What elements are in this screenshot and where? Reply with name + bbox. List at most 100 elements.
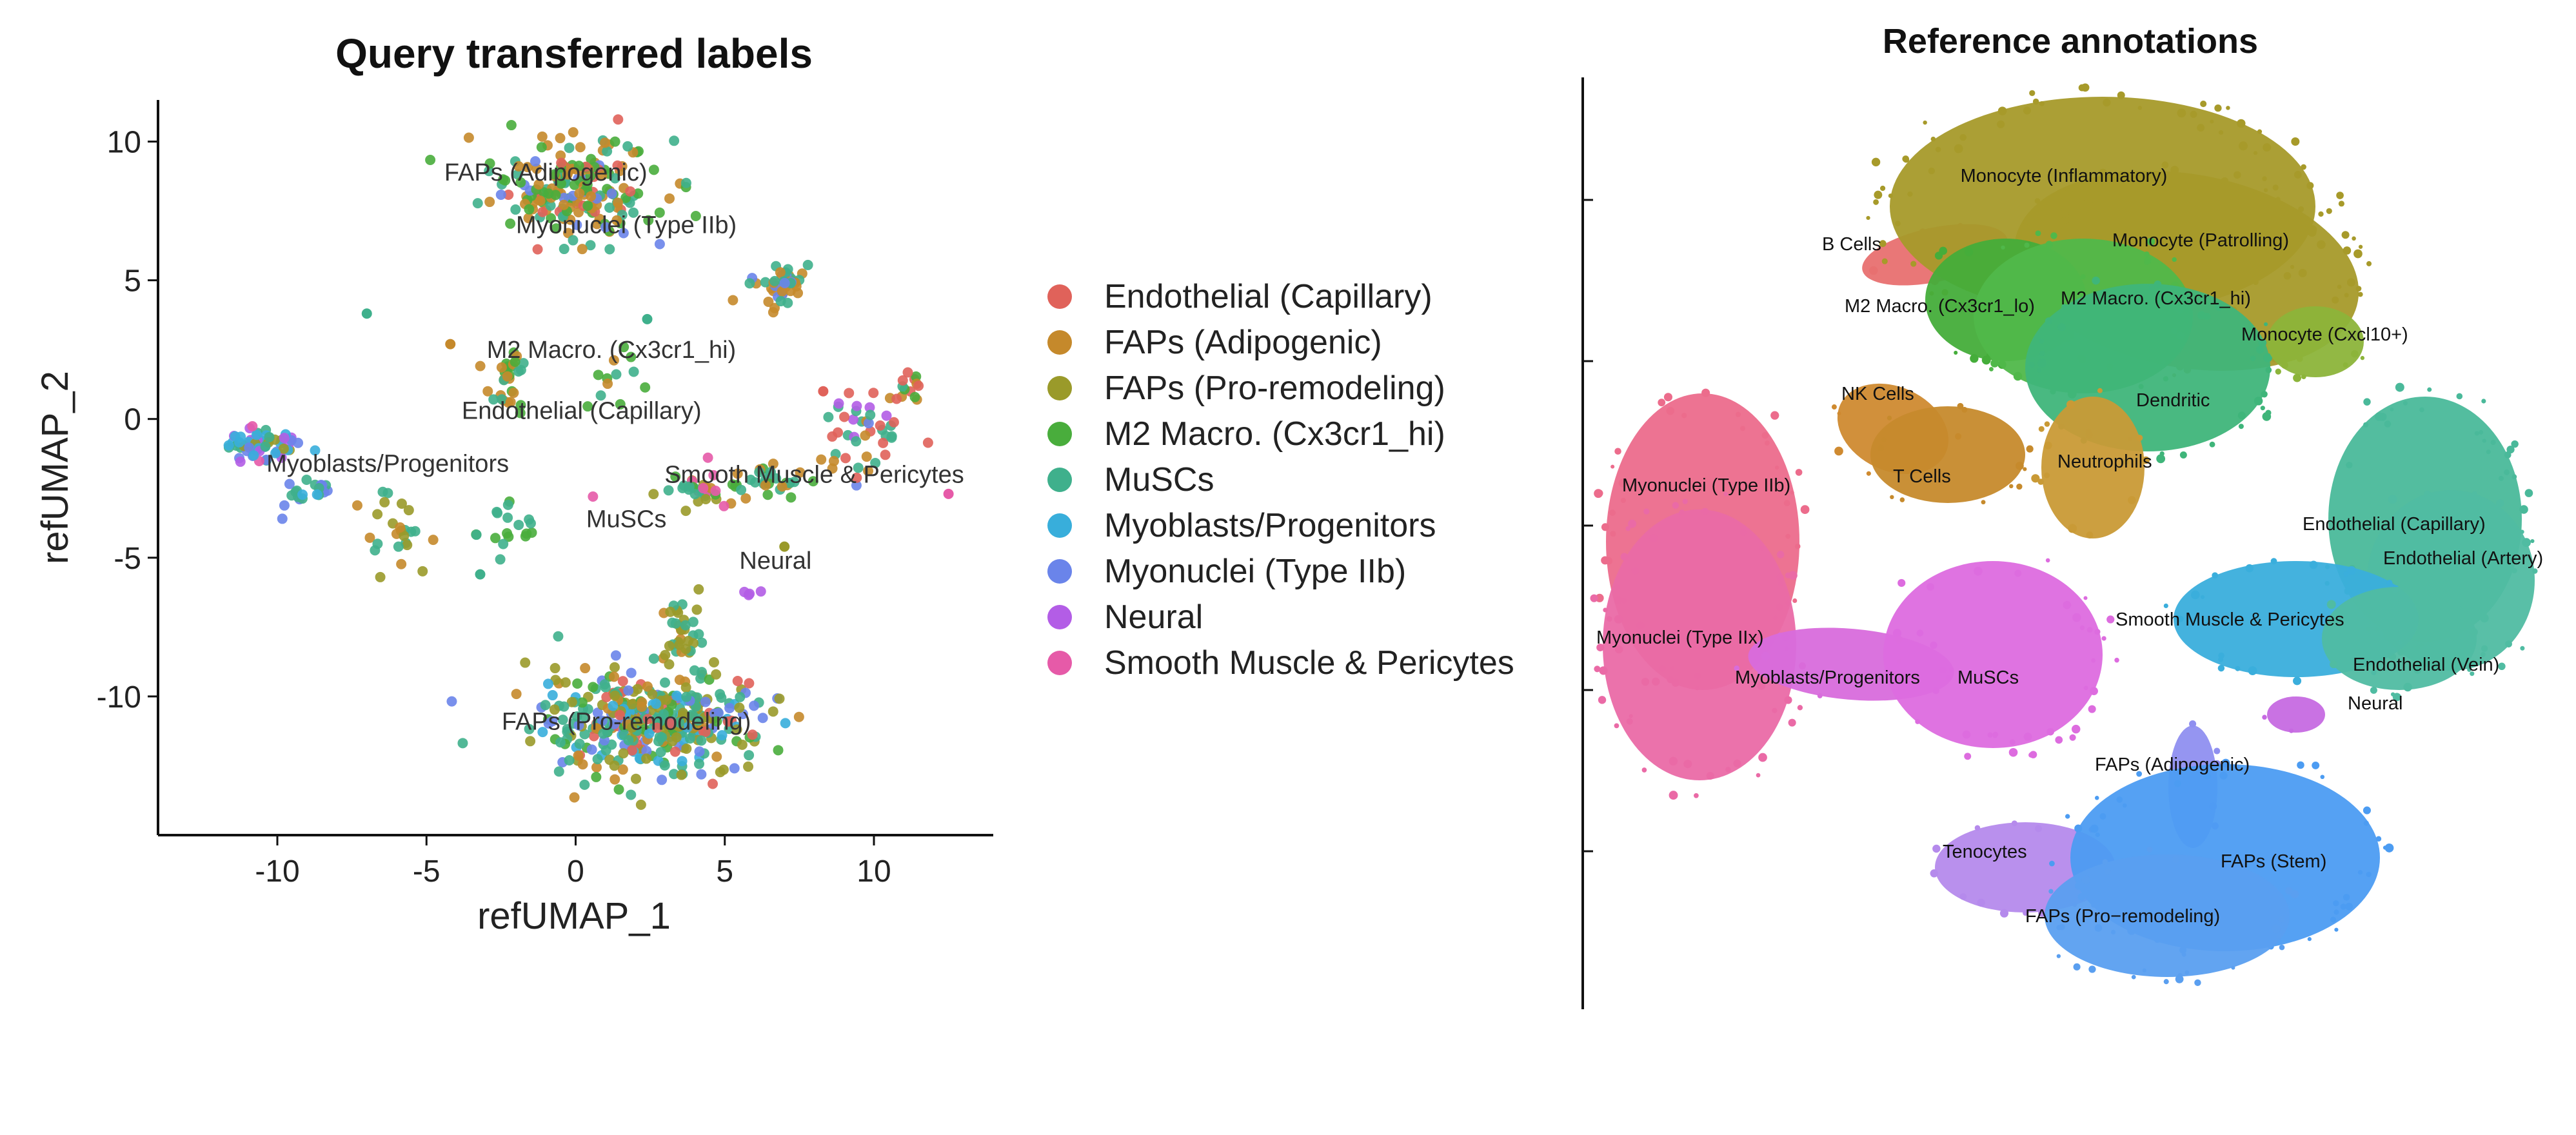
scatter-point [475,360,486,371]
reference-cluster-region [2267,696,2325,733]
scatter-point [235,456,246,467]
scatter-point [669,135,680,146]
reference-point [2469,659,2477,667]
reference-point [1992,731,1999,738]
reference-point [2248,666,2257,675]
reference-point [1669,791,1678,800]
scatter-point [551,223,562,234]
scatter-point [496,362,507,373]
reference-cluster-region [2267,306,2364,377]
scatter-point [505,397,516,408]
reference-cluster-labels: Monocyte (Inflammatory) B Cells Monocyte (… [1596,166,2543,927]
reference-point [2504,469,2510,475]
scatter-point [823,411,834,422]
reference-point [2029,751,2037,758]
scatter-point [702,452,713,463]
reference-point [2250,355,2256,361]
scatter-point [875,420,886,431]
reference-point [1896,658,1902,664]
scatter-point [248,450,259,461]
scatter-point [807,476,818,487]
scatter-point [777,481,788,492]
reference-point [2410,586,2417,592]
scatter-point [532,244,543,255]
reference-point [1897,578,1906,587]
reference-point [1788,571,1798,580]
scatter-point [674,639,685,650]
scatter-point [537,131,548,142]
reference-point [2337,284,2342,289]
scatter-point [861,451,872,462]
scatter-point [609,671,620,682]
scatter-point [403,505,414,516]
reference-point [2358,244,2363,249]
reference-point [1758,671,1762,676]
reference-point [2506,445,2515,454]
scatter-point [352,500,362,511]
scatter-point [724,703,735,714]
reference-point [1610,464,1615,469]
scatter-point [627,745,638,756]
reference-point [1610,531,1616,537]
scatter-point [537,206,548,217]
reference-point [2154,281,2162,288]
scatter-point [708,469,719,480]
reference-point [1879,185,1886,192]
reference-point [1598,696,1607,704]
reference-point [2511,440,2519,448]
reference-point [2481,399,2486,404]
scatter-point [279,433,290,444]
y-tick-label: -10 [97,680,141,715]
scatter-point [732,468,743,479]
legend-swatch [1047,651,1072,675]
scatter-point [582,179,593,190]
scatter-point [690,210,701,221]
scatter-point [613,197,624,208]
scatter-point [782,297,793,308]
scatter-point [601,692,612,703]
reference-point [2486,449,2491,455]
scatter-point [732,675,743,686]
reference-point [1596,644,1605,652]
reference-point [2163,603,2168,608]
reference-cluster-label: Smooth Muscle & Pericytes [2115,609,2344,630]
scatter-point [681,691,692,702]
scatter-point [691,604,702,615]
reference-point [1599,666,1608,675]
scatter-point [681,743,692,754]
reference-point [1957,402,1964,410]
scatter-point [536,142,547,153]
scatter-point [549,704,560,715]
scatter-point [525,518,536,529]
legend-swatch [1047,468,1072,492]
scatter-point [680,177,691,188]
scatter-point [559,701,570,712]
scatter-point [677,756,688,767]
scatter-point [663,485,674,496]
scatter-point [515,408,526,419]
scatter-point [484,166,495,177]
legend-label: FAPs (Adipogenic) [1104,324,1382,361]
reference-point [2275,368,2281,375]
scatter-point [591,219,602,230]
reference-point [2008,747,2018,757]
scatter-point [667,736,678,747]
scatter-point [577,759,588,770]
reference-point [2163,979,2169,985]
reference-point [2044,441,2052,449]
reference-point [1964,753,1972,760]
scatter-point [631,773,642,784]
reference-point [1783,500,1790,507]
scatter-point [533,179,544,190]
scatter-point [664,659,675,670]
reference-point [2363,398,2371,406]
scatter-point [648,489,659,500]
reference-point [1800,505,1810,515]
scatter-point [425,154,436,165]
scatter-point [525,736,536,747]
reference-point [2174,615,2180,620]
scatter-point [622,141,633,152]
reference-point [2260,406,2265,411]
x-tick-label: -5 [413,854,441,889]
scatter-point [609,718,620,729]
